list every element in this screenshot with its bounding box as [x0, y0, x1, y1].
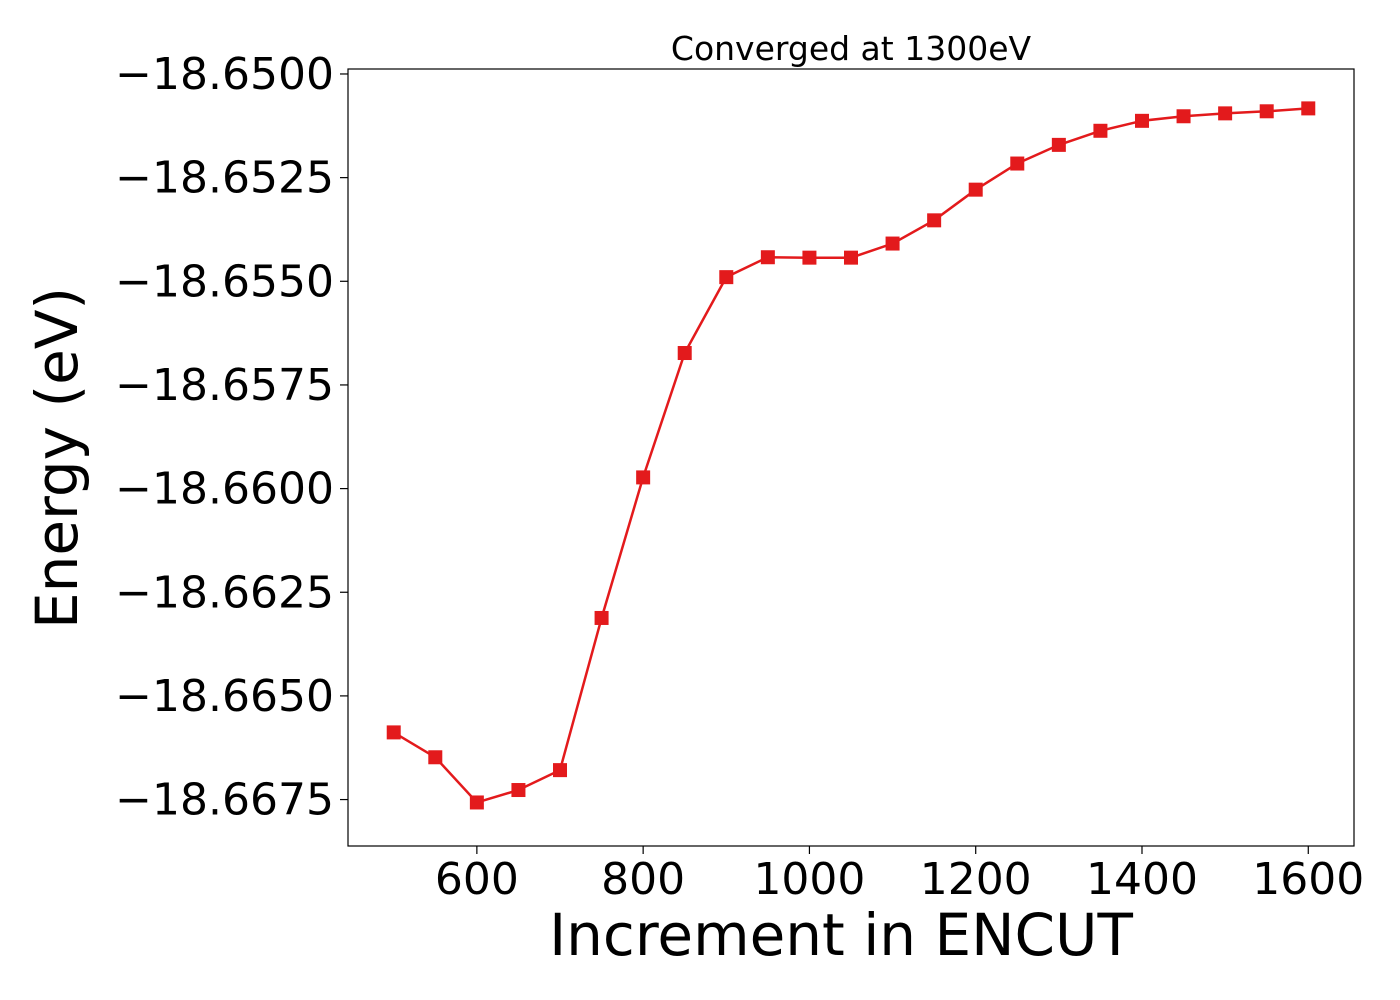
data-point-marker: [1218, 106, 1233, 121]
data-point-marker: [1134, 113, 1149, 128]
data-point-marker: [1010, 156, 1025, 171]
data-point-marker: [802, 250, 817, 265]
x-axis-label: Increment in ENCUT: [549, 901, 1133, 969]
data-point-marker: [719, 270, 734, 285]
series-line: [393, 107, 1309, 804]
y-tick-label: −18.6575: [115, 360, 334, 411]
data-point-marker: [1259, 104, 1274, 119]
data-point-marker: [1093, 123, 1108, 138]
x-tick-label: 800: [601, 854, 685, 905]
series-layer: [386, 101, 1316, 810]
data-point-marker: [760, 250, 775, 265]
x-axis: 600 800 1000 1200 1400 1600: [435, 846, 1364, 905]
data-point-marker: [1301, 101, 1316, 116]
x-tick-label: 1200: [920, 854, 1032, 905]
y-tick-label: −18.6500: [115, 49, 334, 100]
chart-title: Converged at 1300eV: [671, 29, 1032, 68]
data-point-marker: [511, 783, 526, 798]
x-tick-label: 1600: [1252, 854, 1364, 905]
plot-area-frame: [347, 68, 1355, 847]
data-point-marker: [677, 346, 692, 361]
y-axis-label: Energy (eV): [23, 287, 91, 629]
y-tick-label: −18.6550: [115, 256, 334, 307]
data-point-marker: [428, 750, 443, 765]
data-point-marker: [844, 250, 858, 265]
data-point-marker: [1051, 137, 1066, 152]
x-tick-label: 1000: [753, 854, 865, 905]
data-point-marker: [927, 213, 942, 228]
y-tick-label: −18.6675: [115, 775, 334, 826]
y-tick-label: −18.6650: [115, 671, 334, 722]
y-tick-label: −18.6625: [115, 567, 334, 618]
data-point-marker: [469, 795, 484, 810]
data-point-marker: [386, 725, 401, 740]
x-tick-label: 600: [435, 854, 519, 905]
data-point-marker: [885, 236, 900, 251]
y-axis: −18.6500 −18.6525 −18.6550 −18.6575 −18.6600…: [115, 49, 348, 826]
data-point-marker: [1176, 109, 1191, 124]
y-tick-label: −18.6525: [115, 153, 334, 204]
y-tick-label: −18.6600: [115, 464, 334, 515]
data-point-marker: [594, 610, 609, 625]
data-point-marker: [636, 470, 651, 485]
x-tick-label: 1400: [1086, 854, 1198, 905]
data-point-marker: [553, 763, 568, 778]
data-point-marker: [968, 182, 983, 197]
